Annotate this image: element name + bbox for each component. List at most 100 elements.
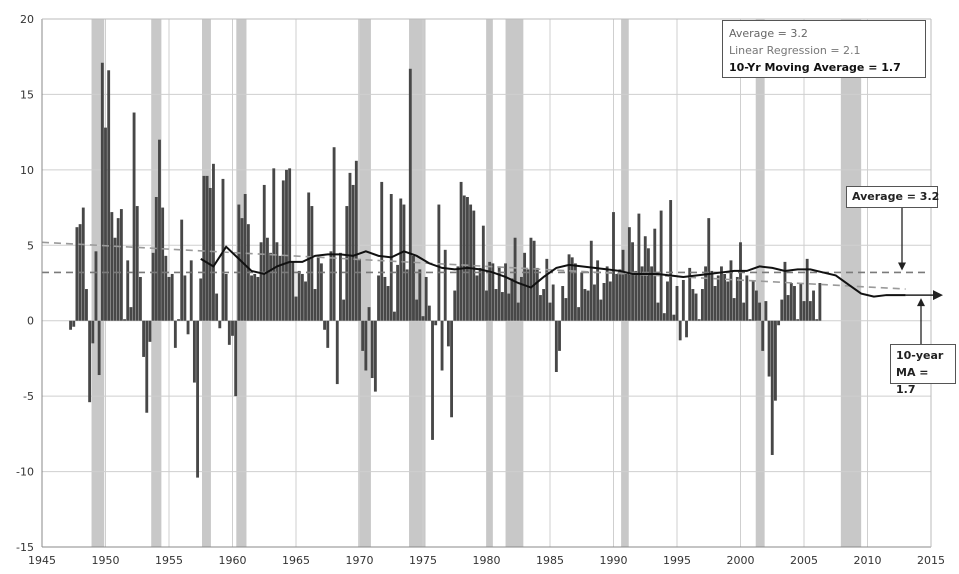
data-bar	[424, 276, 428, 321]
data-bar	[777, 320, 781, 326]
data-bar	[75, 227, 79, 321]
data-bar	[278, 255, 282, 321]
data-bar	[519, 276, 523, 321]
data-bar	[818, 283, 822, 321]
data-bar	[618, 269, 622, 321]
data-bar	[735, 276, 739, 321]
legend-moving-average: 10-Yr Moving Average = 1.7	[729, 61, 901, 74]
data-bar	[542, 289, 546, 321]
data-bar	[443, 249, 447, 321]
data-bar	[650, 266, 654, 321]
data-bar	[694, 293, 698, 321]
data-bar	[339, 252, 342, 321]
data-bar	[532, 240, 536, 321]
data-bar	[269, 252, 273, 321]
data-bar	[221, 178, 225, 321]
data-bar	[94, 251, 98, 321]
data-bar	[802, 301, 806, 321]
moving-average-line	[200, 245, 906, 298]
data-bar	[586, 290, 590, 321]
data-bar	[761, 320, 765, 351]
x-tick-label: 1975	[409, 554, 437, 567]
x-tick-label: 1965	[282, 554, 310, 567]
data-bar	[288, 168, 292, 321]
data-bar	[177, 319, 180, 321]
data-bar	[100, 62, 104, 321]
data-bar	[548, 302, 552, 321]
data-bar	[599, 299, 603, 321]
data-bar	[440, 320, 444, 371]
data-bar	[481, 225, 485, 321]
data-bar	[462, 195, 466, 321]
data-bar	[262, 184, 266, 321]
data-bar	[631, 242, 634, 321]
x-tick-label: 1950	[92, 554, 120, 567]
data-bar	[364, 320, 368, 371]
trend-lines	[41, 241, 927, 298]
data-bar	[446, 320, 450, 347]
data-bar	[707, 218, 711, 321]
data-bar	[405, 269, 409, 321]
x-tick-label: 1995	[663, 554, 691, 567]
data-bar	[310, 206, 314, 321]
data-bar	[643, 236, 647, 321]
data-bar	[186, 320, 190, 335]
data-bar	[704, 266, 708, 321]
data-bar	[561, 286, 565, 321]
data-bar	[539, 295, 542, 321]
data-bar	[608, 281, 612, 321]
data-bar	[662, 313, 666, 321]
x-tick-label: 2015	[917, 554, 945, 567]
data-bar	[732, 298, 736, 321]
data-bar	[729, 260, 733, 321]
data-bar	[726, 281, 730, 321]
data-bar	[669, 200, 673, 321]
data-bar	[624, 273, 628, 321]
data-bar	[158, 139, 161, 321]
data-bar	[329, 251, 333, 321]
data-bar	[545, 258, 549, 321]
data-bar	[69, 320, 73, 330]
x-tick-label: 1980	[473, 554, 501, 567]
regression-line	[41, 241, 906, 290]
data-bar	[510, 278, 514, 321]
data-bar	[250, 275, 253, 321]
data-bar	[326, 320, 330, 348]
data-bar	[767, 320, 771, 377]
data-bar	[437, 204, 441, 321]
data-bars	[69, 62, 822, 478]
data-bar	[205, 175, 209, 321]
data-bar	[294, 296, 298, 321]
data-bar	[494, 289, 498, 321]
data-bar	[634, 270, 638, 321]
data-bar	[142, 320, 146, 357]
data-bar	[208, 187, 212, 321]
data-bar	[377, 275, 380, 321]
data-bar	[183, 275, 187, 321]
data-bar	[602, 283, 606, 321]
data-bar	[691, 289, 695, 321]
data-bar	[243, 193, 247, 321]
legend-average: Average = 3.2	[729, 27, 808, 40]
data-bar	[145, 320, 149, 413]
data-bar	[491, 263, 495, 321]
data-bar	[97, 320, 101, 376]
data-bar	[129, 307, 133, 321]
data-bar	[754, 290, 758, 321]
data-bar	[554, 320, 558, 373]
data-bar	[612, 212, 615, 321]
data-bar	[799, 283, 803, 321]
data-bar	[412, 255, 415, 321]
data-bar	[215, 293, 219, 321]
data-bar	[123, 319, 126, 321]
data-bar	[713, 286, 717, 321]
data-bar	[300, 273, 304, 321]
data-bar	[720, 266, 723, 321]
data-bar	[535, 267, 539, 321]
data-bar	[688, 267, 692, 321]
data-bar	[170, 273, 174, 321]
data-bar	[88, 320, 92, 403]
data-bar	[332, 147, 336, 321]
